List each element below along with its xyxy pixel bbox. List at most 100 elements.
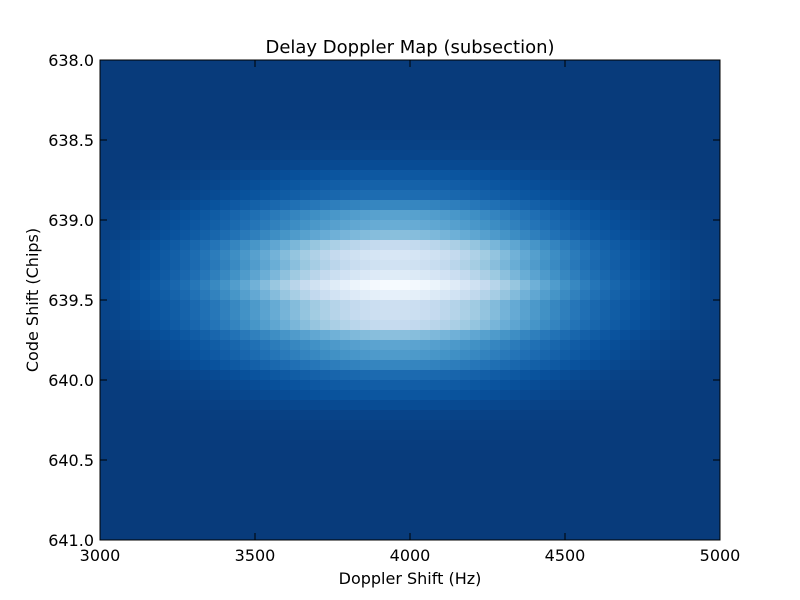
heatmap-cell (270, 240, 281, 251)
heatmap-cell (670, 480, 681, 491)
heatmap-cell (260, 520, 271, 531)
heatmap-cell (560, 300, 571, 311)
heatmap-cell (260, 150, 271, 161)
heatmap-cell (230, 240, 241, 251)
heatmap-cell (130, 400, 141, 411)
heatmap-cell (390, 480, 401, 491)
heatmap-cell (220, 210, 231, 221)
heatmap-cell (490, 390, 501, 401)
heatmap-cell (510, 120, 521, 131)
heatmap-cell (480, 450, 491, 461)
heatmap-cell (660, 230, 671, 241)
heatmap-cell (500, 80, 511, 91)
heatmap-cell (490, 190, 501, 201)
heatmap-cell (480, 150, 491, 161)
heatmap-cell (100, 240, 111, 251)
heatmap-cell (170, 240, 181, 251)
heatmap-cell (470, 270, 481, 281)
heatmap-cell (360, 360, 371, 371)
heatmap-cell (420, 80, 431, 91)
heatmap-cell (700, 330, 711, 341)
heatmap-cell (560, 370, 571, 381)
heatmap-cell (680, 440, 691, 451)
heatmap-cell (450, 120, 461, 131)
heatmap-cell (530, 80, 541, 91)
heatmap-cell (410, 440, 421, 451)
heatmap-cell (220, 290, 231, 301)
heatmap-cell (380, 470, 391, 481)
heatmap-cell (700, 420, 711, 431)
heatmap-cell (620, 510, 631, 521)
heatmap-cell (620, 150, 631, 161)
heatmap-cell (400, 150, 411, 161)
heatmap-cell (680, 250, 691, 261)
heatmap-cell (300, 510, 311, 521)
heatmap-cell (660, 470, 671, 481)
heatmap-cell (570, 180, 581, 191)
heatmap-cell (450, 270, 461, 281)
heatmap-cell (180, 80, 191, 91)
heatmap-cell (120, 210, 131, 221)
heatmap-cell (450, 520, 461, 531)
heatmap-cell (650, 400, 661, 411)
heatmap-cell (330, 260, 341, 271)
heatmap-cell (360, 480, 371, 491)
heatmap-cell (350, 70, 361, 81)
heatmap-cell (260, 530, 271, 540)
heatmap-cell (600, 240, 611, 251)
heatmap-cell (390, 100, 401, 111)
heatmap-cell (190, 170, 201, 181)
heatmap-cell (260, 100, 271, 111)
heatmap-cell (100, 110, 111, 121)
heatmap-cell (320, 450, 331, 461)
heatmap-cell (520, 300, 531, 311)
heatmap-cell (360, 330, 371, 341)
heatmap-cell (390, 440, 401, 451)
heatmap-cell (190, 110, 201, 121)
heatmap-cell (450, 420, 461, 431)
heatmap-cell (260, 90, 271, 101)
heatmap-cell (640, 490, 651, 501)
heatmap-cell (300, 440, 311, 451)
heatmap-cell (250, 340, 261, 351)
heatmap-cell (300, 240, 311, 251)
heatmap-cell (430, 300, 441, 311)
heatmap-cell (670, 300, 681, 311)
heatmap-cell (350, 530, 361, 540)
heatmap-cell (410, 470, 421, 481)
heatmap-cell (510, 370, 521, 381)
heatmap-cell (440, 310, 451, 321)
heatmap-cell (460, 390, 471, 401)
heatmap-cell (580, 350, 591, 361)
heatmap-cell (110, 440, 121, 451)
heatmap-cell (440, 380, 451, 391)
heatmap-cell (600, 460, 611, 471)
heatmap-cell (120, 380, 131, 391)
heatmap-cell (240, 180, 251, 191)
heatmap-cell (410, 200, 421, 211)
heatmap-cell (550, 290, 561, 301)
heatmap-cell (450, 130, 461, 141)
heatmap-cell (370, 140, 381, 151)
heatmap-cell (320, 340, 331, 351)
heatmap-cell (160, 340, 171, 351)
heatmap-cell (490, 400, 501, 411)
heatmap-cell (100, 90, 111, 101)
heatmap-cell (420, 110, 431, 121)
heatmap-cell (420, 400, 431, 411)
heatmap-cell (290, 310, 301, 321)
heatmap-cell (530, 280, 541, 291)
heatmap-cell (300, 430, 311, 441)
heatmap-cell (180, 160, 191, 171)
heatmap-cell (110, 130, 121, 141)
heatmap-cell (380, 240, 391, 251)
heatmap-cell (620, 420, 631, 431)
heatmap-cell (670, 150, 681, 161)
heatmap-cell (570, 500, 581, 511)
heatmap-cell (500, 150, 511, 161)
heatmap-cell (170, 530, 181, 540)
heatmap-cell (210, 240, 221, 251)
heatmap-cell (490, 150, 501, 161)
heatmap-cell (330, 530, 341, 540)
heatmap-cell (440, 160, 451, 171)
